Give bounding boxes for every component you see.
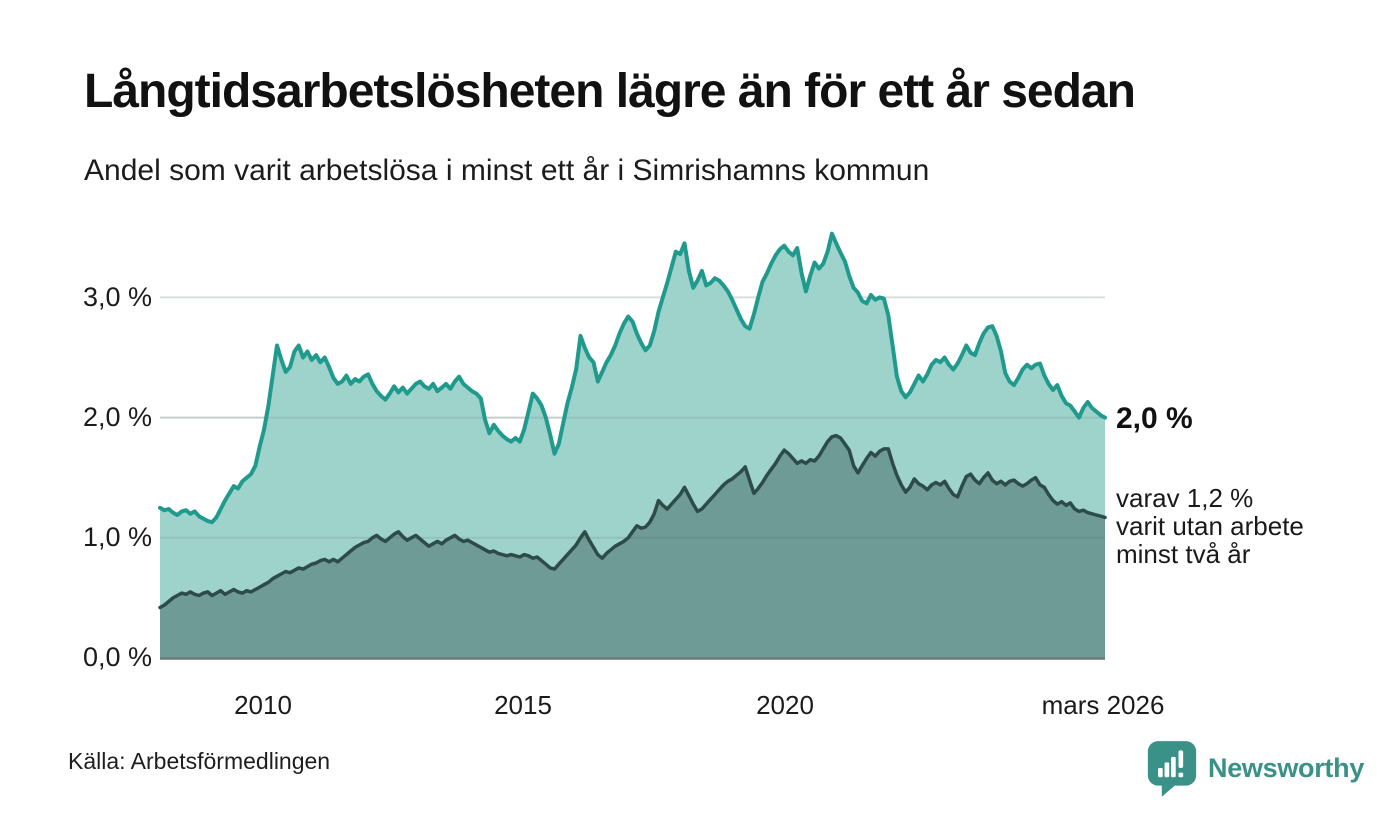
x-tick-2010: 2010 bbox=[234, 690, 292, 720]
x-tick-mars-2026: mars 2026 bbox=[1041, 690, 1165, 720]
page-subtitle: Andel som varit arbetslösa i minst ett å… bbox=[84, 154, 930, 187]
y-tick-2: 2,0 % bbox=[82, 402, 152, 432]
newsworthy-logo: Newsworthy bbox=[1146, 739, 1364, 797]
y-tick-1: 1,0 % bbox=[82, 522, 152, 552]
page-title: Långtidsarbetslösheten lägre än för ett … bbox=[84, 65, 1136, 118]
secondary-annotation: varav 1,2 % varit utan arbete minst två … bbox=[1116, 483, 1304, 569]
exclamation-stem bbox=[1178, 750, 1184, 768]
bar-large bbox=[1171, 756, 1176, 778]
exclamation-dot bbox=[1178, 772, 1184, 778]
series-line-0 bbox=[158, 231, 1107, 525]
bar-medium bbox=[1164, 762, 1170, 778]
x-tick-2015: 2015 bbox=[494, 690, 552, 720]
brand-name: Newsworthy bbox=[1208, 752, 1365, 783]
y-tick-0: 0,0 % bbox=[82, 642, 152, 672]
newsworthy-badge-icon bbox=[1147, 741, 1197, 797]
bar-small bbox=[1158, 768, 1163, 778]
last-value-annotation: 2,0 % bbox=[1116, 402, 1193, 435]
gridlines-overlay bbox=[160, 416, 1105, 539]
x-tick-2020: 2020 bbox=[756, 690, 814, 720]
y-tick-3: 3,0 % bbox=[82, 282, 152, 312]
source-note: Källa: Arbetsförmedlingen bbox=[68, 748, 331, 774]
series-area-1 bbox=[160, 435, 1105, 658]
series-line-1 bbox=[158, 433, 1107, 610]
